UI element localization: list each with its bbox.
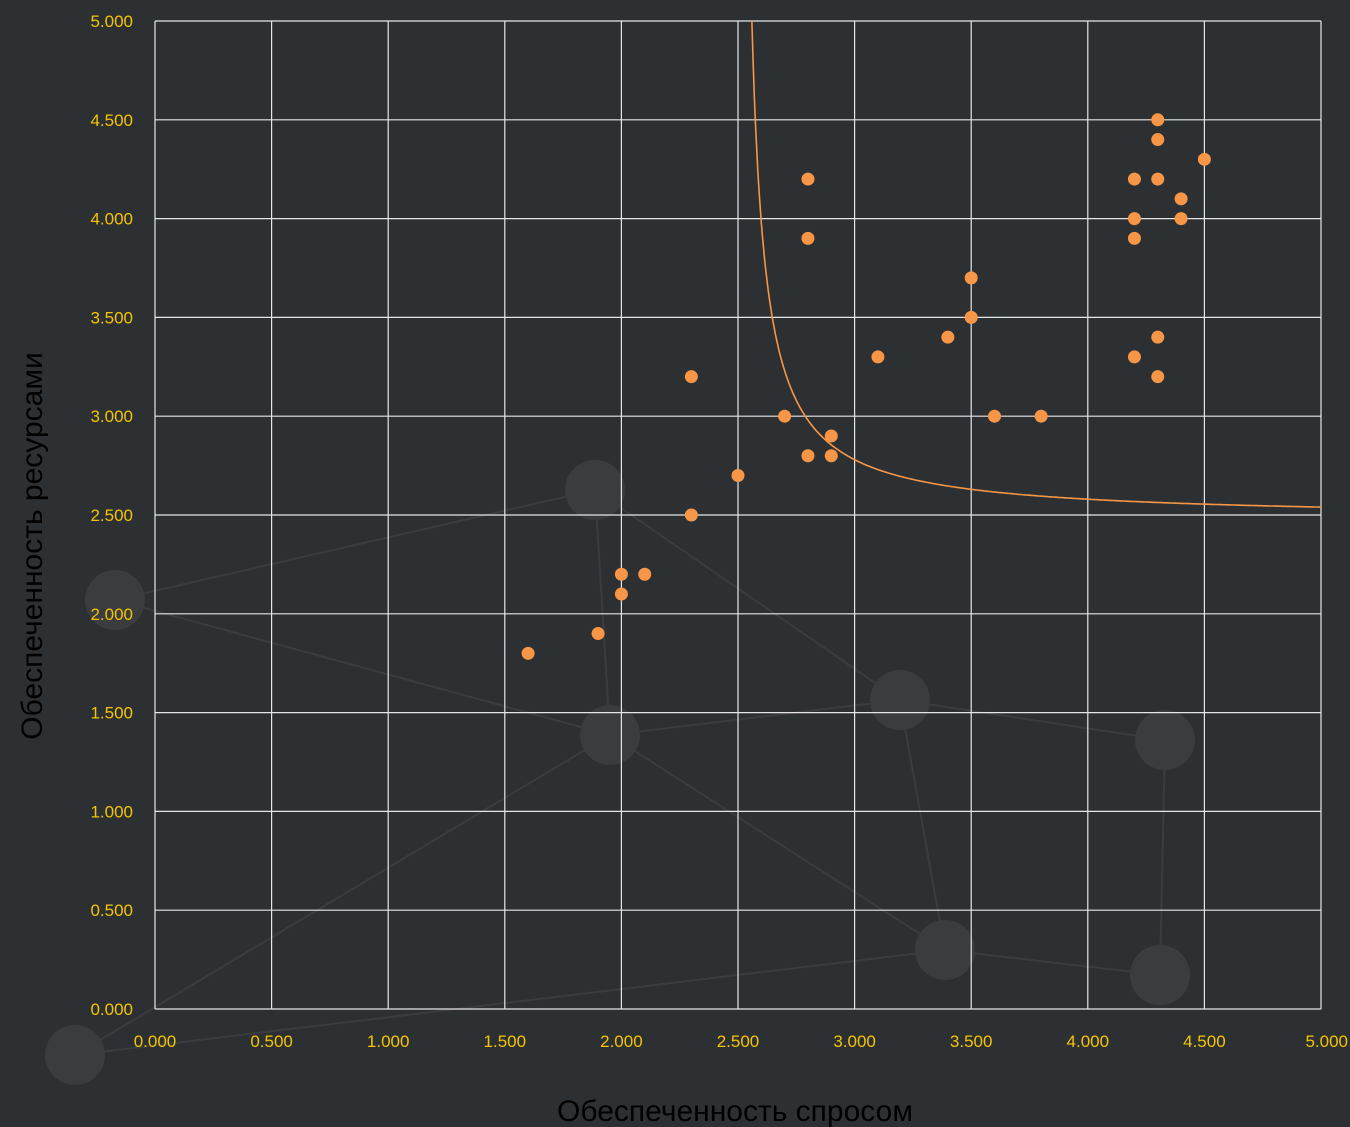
scatter-point [941, 331, 954, 344]
scatter-point [638, 568, 651, 581]
scatter-point [1151, 113, 1164, 126]
x-tick-label: 2.500 [717, 1032, 760, 1051]
scatter-point [801, 449, 814, 462]
scatter-point [1175, 192, 1188, 205]
scatter-point [1128, 212, 1141, 225]
scatter-point [592, 627, 605, 640]
background-node [1135, 710, 1195, 770]
x-tick-label: 0.000 [134, 1032, 177, 1051]
scatter-point [1151, 133, 1164, 146]
scatter-point [778, 410, 791, 423]
background-node [1130, 945, 1190, 1005]
y-tick-label: 1.000 [90, 802, 133, 821]
background-edge [900, 700, 945, 950]
x-tick-label: 4.000 [1067, 1032, 1110, 1051]
scatter-point [871, 350, 884, 363]
data-points [522, 113, 1211, 660]
scatter-point [1175, 212, 1188, 225]
background-edge [1160, 740, 1165, 975]
y-tick-label: 0.500 [90, 901, 133, 920]
scatter-point [1128, 232, 1141, 245]
y-tick-label: 3.000 [90, 407, 133, 426]
x-tick-label: 0.500 [250, 1032, 293, 1051]
y-tick-label: 0.000 [90, 1000, 133, 1019]
scatter-point [825, 449, 838, 462]
y-tick-label: 5.000 [90, 12, 133, 31]
scatter-point [615, 588, 628, 601]
background-edge [595, 490, 610, 735]
scatter-point [522, 647, 535, 660]
x-axis-ticks: 0.000 0.500 1.000 1.500 2.000 2.500 3.000 3.500… [134, 1032, 1348, 1051]
scatter-point [1035, 410, 1048, 423]
background-node [565, 460, 625, 520]
scatter-point [801, 232, 814, 245]
y-tick-label: 2.000 [90, 605, 133, 624]
scatter-point [965, 311, 978, 324]
background-edge [610, 735, 945, 950]
background-node [915, 920, 975, 980]
y-axis-label: Обеспеченность ресурсами [16, 352, 49, 739]
background-network-decoration [45, 460, 1195, 1085]
background-edge [900, 700, 1165, 740]
scatter-point [965, 271, 978, 284]
x-tick-label: 1.000 [367, 1032, 410, 1051]
grid-lines [155, 21, 1321, 1009]
y-tick-label: 4.000 [90, 210, 133, 229]
background-edge [610, 700, 900, 735]
y-axis-ticks: 0.000 0.500 1.000 1.500 2.000 2.500 3.000 3.500… [90, 12, 133, 1019]
scatter-point [1151, 331, 1164, 344]
background-node [580, 705, 640, 765]
x-tick-label: 3.500 [950, 1032, 993, 1051]
scatter-point [1151, 370, 1164, 383]
x-tick-label: 3.000 [833, 1032, 876, 1051]
scatter-point [1151, 173, 1164, 186]
scatter-point [685, 509, 698, 522]
x-axis-label: Обеспеченность спросом [557, 1095, 913, 1127]
background-node [45, 1025, 105, 1085]
background-edge [945, 950, 1160, 975]
background-edge [115, 490, 595, 600]
x-tick-label: 1.500 [484, 1032, 527, 1051]
scatter-point [825, 429, 838, 442]
background-edge [115, 600, 610, 735]
y-tick-label: 1.500 [90, 704, 133, 723]
scatter-point [615, 568, 628, 581]
scatter-point [1128, 173, 1141, 186]
y-tick-label: 3.500 [90, 308, 133, 327]
scatter-point [685, 370, 698, 383]
scatter-point [732, 469, 745, 482]
x-tick-label: 2.000 [600, 1032, 643, 1051]
scatter-point [1198, 153, 1211, 166]
scatter-point [988, 410, 1001, 423]
scatter-point [801, 173, 814, 186]
y-tick-label: 4.500 [90, 111, 133, 130]
x-tick-label: 4.500 [1183, 1032, 1226, 1051]
y-tick-label: 2.500 [90, 506, 133, 525]
scatter-point [1128, 350, 1141, 363]
background-node [870, 670, 930, 730]
x-tick-label: 5.000 [1305, 1032, 1348, 1051]
